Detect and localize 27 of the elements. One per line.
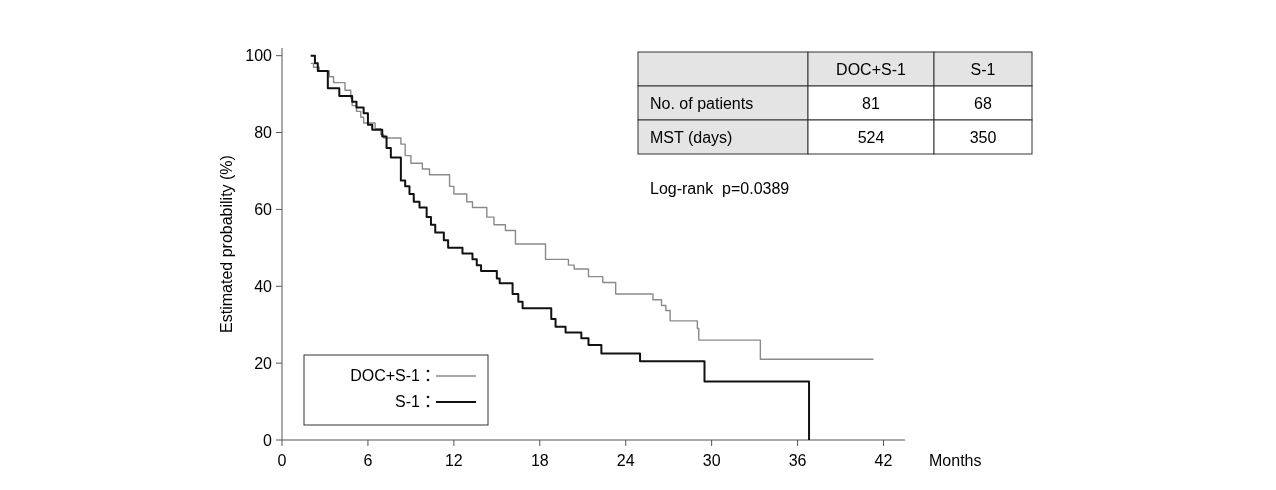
annotation: Log-rank p=0.0389 [650,180,790,197]
x-axis-title: Months [929,452,982,469]
y-tick-label: 80 [254,124,273,142]
x-tick-label: 12 [444,452,463,469]
text: 68 [974,95,992,112]
x-tick-label: 0 [277,452,287,469]
y-tick-label: 100 [245,47,273,65]
annotation: MST (days) [650,129,733,146]
y-tick-label: 0 [263,431,273,449]
text: 350 [969,129,997,146]
x-tick-label: 42 [874,452,893,469]
text: S-1 [970,61,996,78]
x-tick-label: 36 [788,452,807,469]
y-tick-label: 20 [254,354,273,372]
x-tick-label: 24 [616,452,635,469]
annotation: DOC+S-1 [836,61,906,78]
y-tick-label: 60 [254,201,273,219]
annotation: No. of patients [650,95,754,112]
legend-label: DOC+S-1 [350,367,421,384]
x-tick-label: 18 [530,452,549,469]
y-axis-title: Estimated probability (%) [218,155,235,333]
legend-label: S-1 [395,393,421,410]
annotation: 81 [862,95,880,112]
x-tick-label: 30 [702,452,721,469]
y-tick-label: 40 [254,277,273,295]
x-tick-label: 6 [363,452,373,469]
annotation: 524 [857,129,885,146]
